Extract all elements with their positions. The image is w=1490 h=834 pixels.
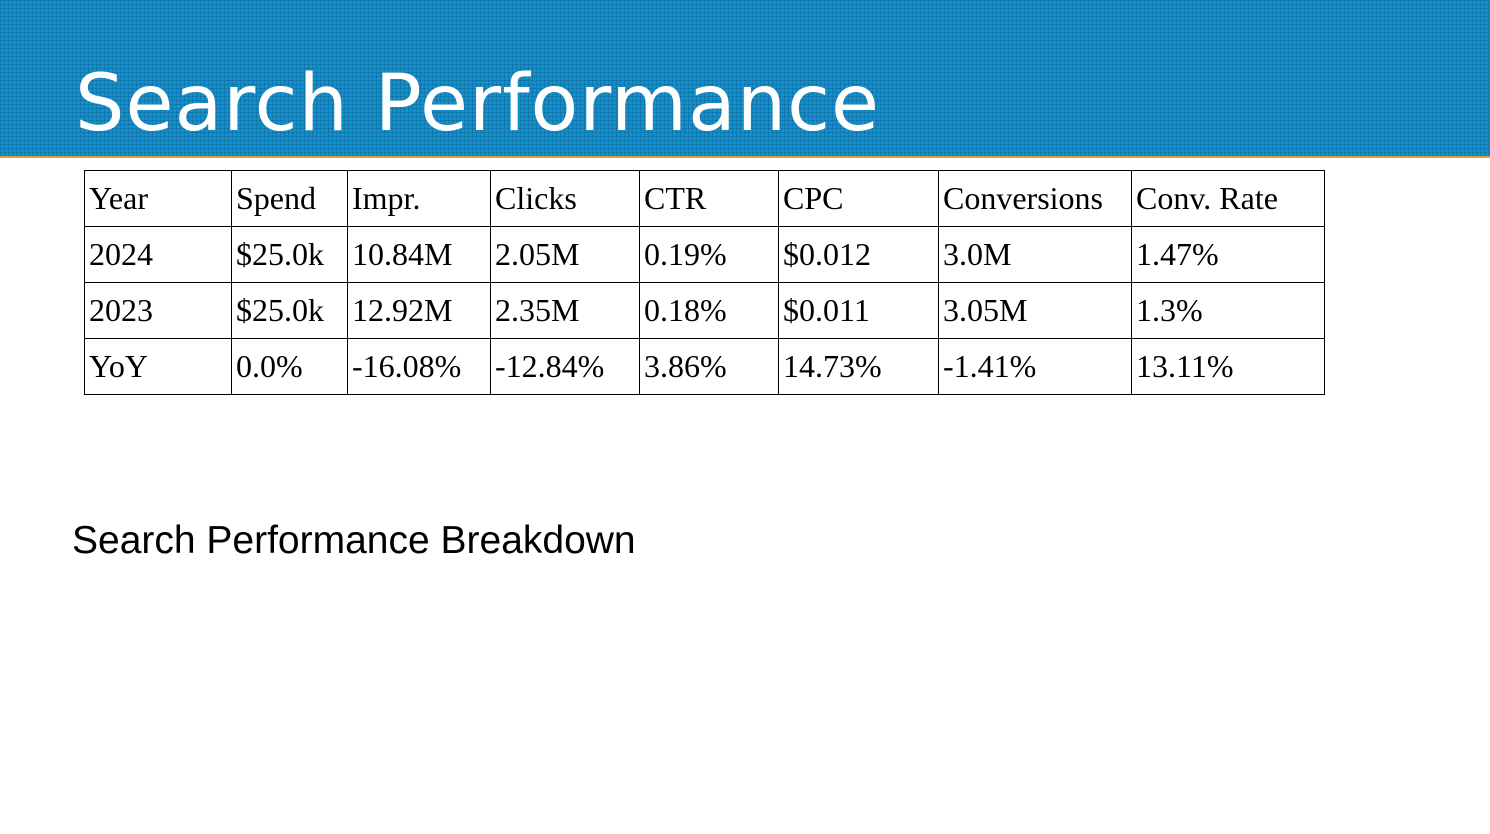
table-cell: 2024 xyxy=(84,226,232,283)
column-header-conv-rate: Conv. Rate xyxy=(1131,170,1325,227)
performance-table: Year Spend Impr. Clicks CTR CPC Conversi… xyxy=(84,170,1325,395)
column-header-clicks: Clicks xyxy=(490,170,640,227)
table-cell: 1.3% xyxy=(1131,282,1325,339)
column-header-spend: Spend xyxy=(231,170,348,227)
table-cell: 13.11% xyxy=(1131,338,1325,395)
table-cell: 2.05M xyxy=(490,226,640,283)
table-cell: 14.73% xyxy=(778,338,939,395)
column-header-impressions: Impr. xyxy=(347,170,491,227)
table-cell: 3.05M xyxy=(938,282,1132,339)
section-title: Search Performance Breakdown xyxy=(72,519,636,562)
table-cell: 0.19% xyxy=(639,226,779,283)
table-cell: 3.86% xyxy=(639,338,779,395)
table-row: 2024 $25.0k 10.84M 2.05M 0.19% $0.012 3.… xyxy=(84,226,1325,283)
column-header-cpc: CPC xyxy=(778,170,939,227)
table-cell: -16.08% xyxy=(347,338,491,395)
table-cell: $25.0k xyxy=(231,226,348,283)
table-cell: 1.47% xyxy=(1131,226,1325,283)
table-cell: $0.012 xyxy=(778,226,939,283)
table-cell: 12.92M xyxy=(347,282,491,339)
table-cell: -12.84% xyxy=(490,338,640,395)
column-header-conversions: Conversions xyxy=(938,170,1132,227)
column-header-year: Year xyxy=(84,170,232,227)
table-cell: YoY xyxy=(84,338,232,395)
header-banner: Search Performance xyxy=(0,0,1490,158)
table-cell: 10.84M xyxy=(347,226,491,283)
table-cell: 2023 xyxy=(84,282,232,339)
table-cell: 0.0% xyxy=(231,338,348,395)
table-cell: $0.011 xyxy=(778,282,939,339)
page-title: Search Performance xyxy=(75,59,881,149)
table-cell: -1.41% xyxy=(938,338,1132,395)
table-row: YoY 0.0% -16.08% -12.84% 3.86% 14.73% -1… xyxy=(84,338,1325,395)
table-cell: 3.0M xyxy=(938,226,1132,283)
table-header-row: Year Spend Impr. Clicks CTR CPC Conversi… xyxy=(84,170,1325,227)
table-cell: $25.0k xyxy=(231,282,348,339)
table-cell: 0.18% xyxy=(639,282,779,339)
column-header-ctr: CTR xyxy=(639,170,779,227)
table-cell: 2.35M xyxy=(490,282,640,339)
table-row: 2023 $25.0k 12.92M 2.35M 0.18% $0.011 3.… xyxy=(84,282,1325,339)
